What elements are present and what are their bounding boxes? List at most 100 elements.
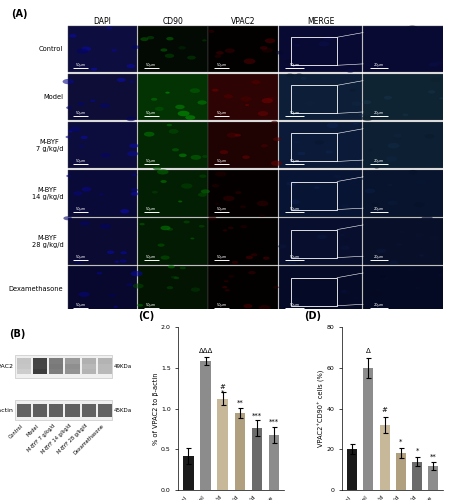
Ellipse shape bbox=[239, 206, 246, 208]
Text: 50μm: 50μm bbox=[146, 111, 156, 115]
Text: 50μm: 50μm bbox=[75, 207, 86, 211]
Ellipse shape bbox=[365, 64, 370, 66]
Ellipse shape bbox=[129, 144, 138, 148]
Ellipse shape bbox=[434, 62, 442, 65]
Ellipse shape bbox=[219, 150, 228, 154]
Ellipse shape bbox=[441, 58, 446, 60]
Text: 50μm: 50μm bbox=[75, 159, 86, 163]
Ellipse shape bbox=[120, 251, 127, 254]
Ellipse shape bbox=[284, 60, 294, 64]
Ellipse shape bbox=[396, 243, 401, 246]
Text: 50μm: 50μm bbox=[289, 62, 299, 66]
Ellipse shape bbox=[399, 231, 404, 234]
Bar bbox=[363, 368, 373, 490]
Text: 50μm: 50μm bbox=[146, 159, 156, 163]
Ellipse shape bbox=[287, 260, 295, 264]
Text: ΔΔΔ: ΔΔΔ bbox=[198, 348, 212, 354]
Ellipse shape bbox=[258, 305, 270, 310]
Ellipse shape bbox=[277, 244, 286, 248]
Ellipse shape bbox=[318, 42, 328, 46]
Bar bbox=[411, 462, 421, 490]
Ellipse shape bbox=[202, 40, 206, 42]
Bar bbox=[251, 428, 262, 490]
Bar bbox=[200, 362, 211, 490]
Ellipse shape bbox=[428, 236, 439, 240]
Ellipse shape bbox=[224, 48, 235, 53]
Ellipse shape bbox=[243, 58, 255, 64]
Ellipse shape bbox=[173, 276, 179, 279]
Ellipse shape bbox=[387, 200, 397, 205]
Bar bbox=[268, 434, 279, 490]
Ellipse shape bbox=[264, 38, 275, 43]
Ellipse shape bbox=[352, 296, 359, 300]
Ellipse shape bbox=[279, 53, 289, 58]
Ellipse shape bbox=[240, 96, 251, 102]
Ellipse shape bbox=[157, 169, 168, 174]
Bar bbox=[379, 425, 389, 490]
Ellipse shape bbox=[387, 184, 392, 186]
Bar bbox=[290, 182, 336, 210]
Bar bbox=[278, 26, 361, 72]
Ellipse shape bbox=[438, 98, 442, 100]
Ellipse shape bbox=[178, 200, 182, 202]
Ellipse shape bbox=[260, 144, 267, 148]
Ellipse shape bbox=[350, 102, 360, 106]
Text: VPAC2: VPAC2 bbox=[230, 17, 255, 26]
Text: 50μm: 50μm bbox=[75, 255, 86, 259]
Text: 50μm: 50μm bbox=[146, 255, 156, 259]
Ellipse shape bbox=[91, 68, 97, 70]
Ellipse shape bbox=[81, 308, 87, 311]
Ellipse shape bbox=[418, 254, 423, 256]
Ellipse shape bbox=[77, 48, 88, 54]
Bar bbox=[98, 369, 112, 374]
Ellipse shape bbox=[175, 105, 184, 109]
Text: 20μm: 20μm bbox=[373, 62, 383, 66]
Text: MERGE: MERGE bbox=[306, 17, 333, 26]
Ellipse shape bbox=[198, 192, 206, 196]
Ellipse shape bbox=[360, 178, 364, 180]
Ellipse shape bbox=[353, 122, 357, 124]
Ellipse shape bbox=[126, 64, 135, 68]
Bar bbox=[65, 358, 79, 374]
Ellipse shape bbox=[68, 130, 73, 132]
Bar bbox=[68, 170, 137, 216]
Text: M-BYF 14 g/kg/d: M-BYF 14 g/kg/d bbox=[41, 424, 73, 456]
Bar bbox=[98, 358, 112, 374]
Bar bbox=[49, 358, 63, 374]
Text: M-BYF 7 g/kg/d: M-BYF 7 g/kg/d bbox=[27, 424, 56, 453]
Ellipse shape bbox=[197, 100, 206, 104]
Bar bbox=[98, 358, 112, 364]
Ellipse shape bbox=[340, 246, 349, 250]
Ellipse shape bbox=[335, 308, 345, 312]
Text: 50μm: 50μm bbox=[75, 62, 86, 66]
Ellipse shape bbox=[392, 134, 400, 138]
Ellipse shape bbox=[131, 174, 137, 176]
Bar bbox=[183, 456, 193, 490]
Ellipse shape bbox=[393, 136, 400, 140]
Text: *: * bbox=[221, 390, 224, 396]
Bar bbox=[395, 454, 405, 490]
Text: 50μm: 50μm bbox=[75, 303, 86, 307]
Ellipse shape bbox=[370, 202, 377, 206]
Ellipse shape bbox=[78, 145, 83, 148]
Bar bbox=[49, 358, 63, 364]
Ellipse shape bbox=[427, 90, 434, 94]
Ellipse shape bbox=[362, 100, 370, 104]
Ellipse shape bbox=[130, 192, 138, 196]
Text: CD90: CD90 bbox=[162, 17, 183, 26]
Ellipse shape bbox=[66, 175, 71, 177]
Ellipse shape bbox=[177, 111, 189, 116]
Ellipse shape bbox=[74, 260, 83, 264]
Ellipse shape bbox=[358, 114, 362, 116]
Ellipse shape bbox=[178, 46, 185, 50]
Ellipse shape bbox=[389, 260, 398, 264]
Ellipse shape bbox=[387, 143, 399, 148]
Bar bbox=[82, 358, 96, 364]
Ellipse shape bbox=[106, 26, 112, 30]
Ellipse shape bbox=[170, 276, 176, 278]
Ellipse shape bbox=[214, 54, 221, 58]
Ellipse shape bbox=[207, 30, 214, 33]
Ellipse shape bbox=[140, 37, 148, 41]
Ellipse shape bbox=[294, 44, 299, 46]
Ellipse shape bbox=[139, 223, 144, 226]
